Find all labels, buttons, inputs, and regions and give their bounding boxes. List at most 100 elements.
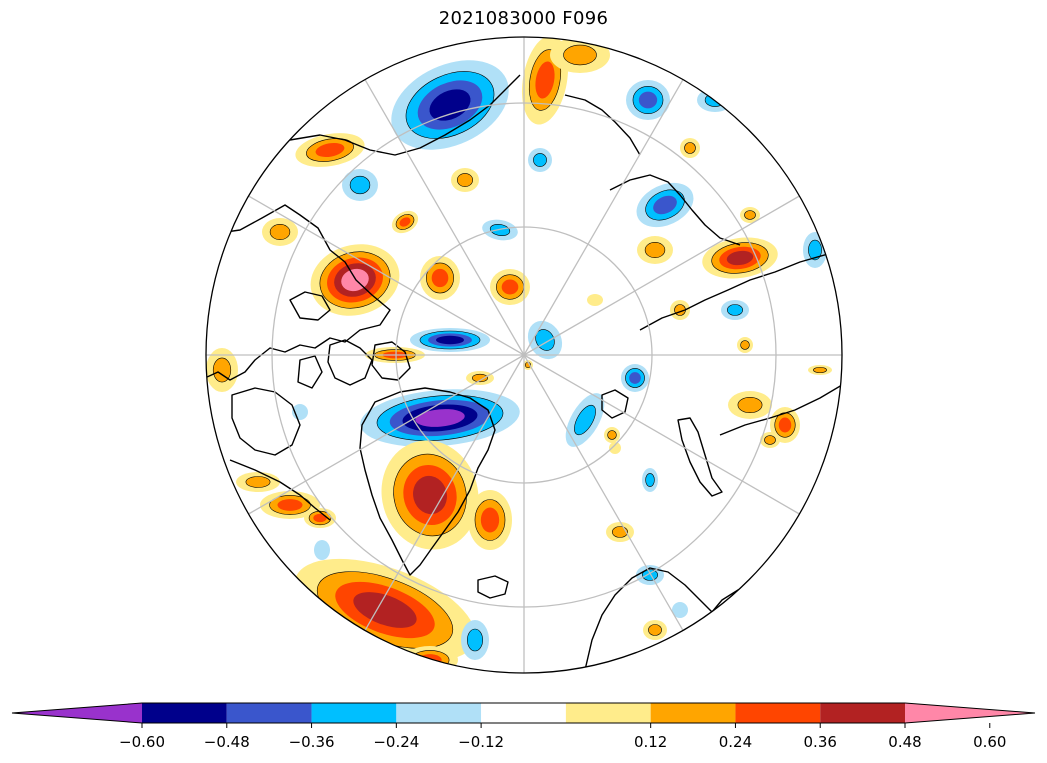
map-content <box>206 37 842 673</box>
colorbar-bin <box>481 703 566 723</box>
colorbar-tick-label: −0.24 <box>373 733 420 751</box>
positive-anomaly-region <box>684 142 696 154</box>
negative-anomaly-region <box>638 91 658 109</box>
positive-anomaly-region <box>609 442 621 454</box>
siberia-coast <box>719 384 842 436</box>
negative-anomaly-region <box>314 540 330 560</box>
colorbar-bin <box>142 703 227 723</box>
arctic-islands-3 <box>371 341 411 381</box>
colorbar-bin <box>311 703 397 723</box>
positive-anomaly-region <box>410 650 450 670</box>
negative-anomaly-region <box>574 404 596 436</box>
meridian-line <box>523 354 800 515</box>
negative-anomaly-region <box>641 569 658 581</box>
positive-anomaly-region <box>313 513 327 523</box>
colorbar-tick-label: 0.36 <box>803 733 837 751</box>
negative-anomaly-region <box>672 602 688 618</box>
arctic-islands-2 <box>327 339 373 386</box>
meridian-line <box>523 79 684 356</box>
negative-anomaly-region <box>429 89 471 121</box>
positive-anomaly-region <box>269 224 291 241</box>
positive-anomaly-region <box>778 417 792 433</box>
colorbar-tick-label: −0.12 <box>458 733 505 751</box>
colorbar <box>11 702 1036 728</box>
meridian-line <box>523 195 800 356</box>
map-boundary <box>205 36 843 674</box>
positive-anomaly-region <box>644 242 666 259</box>
positive-anomaly-region <box>315 142 345 158</box>
novaya-zemlya-coast <box>677 417 723 497</box>
meridian-line <box>248 354 525 515</box>
positive-anomaly-region <box>744 210 756 220</box>
anomaly-fields <box>206 37 832 673</box>
colorbar-bin <box>396 703 482 723</box>
meridian-line <box>523 354 684 631</box>
graticule <box>206 37 842 673</box>
positive-anomaly-region <box>611 526 628 538</box>
positive-anomaly-region <box>737 396 763 413</box>
positive-anomaly-region <box>480 507 500 533</box>
colorbar-tick-label: −0.48 <box>203 733 250 751</box>
negative-anomaly-region <box>726 304 743 316</box>
siberia-coast-2 <box>639 249 842 331</box>
meridian-line <box>248 195 525 356</box>
north-america-coast <box>206 204 391 381</box>
colorbar-tick-label: 0.12 <box>633 733 668 751</box>
positive-anomaly-region <box>353 592 417 628</box>
positive-anomaly-region <box>535 61 555 99</box>
positive-anomaly-region <box>563 44 597 66</box>
positive-anomaly-region <box>471 373 488 383</box>
colorbar-tick-label: 0.60 <box>973 733 1007 751</box>
colorbar-bin <box>905 703 1035 723</box>
alaska-coast <box>289 74 521 156</box>
colorbar-bin <box>226 703 312 723</box>
negative-anomaly-region <box>466 628 483 652</box>
negative-anomaly-region <box>533 153 547 167</box>
colorbar-tick-label: −0.36 <box>288 733 335 751</box>
positive-anomaly-region <box>399 217 411 227</box>
negative-anomaly-region <box>645 473 655 487</box>
siberia-coast-3 <box>609 174 741 246</box>
negative-anomaly-region <box>436 335 464 345</box>
positive-anomaly-region <box>431 268 449 288</box>
hudson-bay <box>231 387 301 456</box>
positive-anomaly-region <box>501 279 519 295</box>
iceland-coast <box>477 575 509 599</box>
positive-anomaly-region <box>456 173 473 187</box>
colorbar-tick-label: −0.60 <box>119 733 165 751</box>
svalbard-coast <box>601 389 629 419</box>
greenland-coast <box>359 387 496 576</box>
positive-anomaly-region <box>813 366 827 374</box>
arctic-islands-4 <box>297 355 323 389</box>
positive-anomaly-region <box>413 475 447 515</box>
chukotka-coast <box>564 94 641 156</box>
map-title: 2021083000 F096 <box>438 8 609 29</box>
meridian-line <box>364 79 525 356</box>
arctic-islands-1 <box>289 291 331 321</box>
negative-anomaly-region <box>629 372 641 384</box>
positive-anomaly-region <box>212 357 232 383</box>
positive-anomaly-region <box>726 250 754 266</box>
colorbar-bin <box>565 703 651 723</box>
positive-anomaly-region <box>277 499 303 511</box>
colorbar-tick-label: 0.24 <box>718 733 753 751</box>
positive-anomaly-region <box>764 435 776 445</box>
negative-anomaly-region <box>653 195 677 215</box>
positive-anomaly-region <box>587 294 603 306</box>
colorbar-tick-label: 0.48 <box>888 733 922 751</box>
negative-anomaly-region <box>489 224 511 236</box>
positive-anomaly-region <box>740 340 750 350</box>
colorbar-bin <box>650 703 736 723</box>
positive-anomaly-region <box>648 624 662 636</box>
colorbar-bin <box>12 703 142 723</box>
coastlines <box>206 74 842 671</box>
negative-anomaly-region <box>349 175 371 195</box>
positive-anomaly-region <box>245 476 271 488</box>
polar-map <box>205 36 843 674</box>
positive-anomaly-region <box>607 430 617 440</box>
negative-anomaly-region <box>808 239 822 261</box>
meridian-line <box>364 354 525 631</box>
negative-anomaly-region <box>415 409 465 427</box>
labrador-coast <box>229 459 331 521</box>
colorbar-bin <box>735 703 821 723</box>
